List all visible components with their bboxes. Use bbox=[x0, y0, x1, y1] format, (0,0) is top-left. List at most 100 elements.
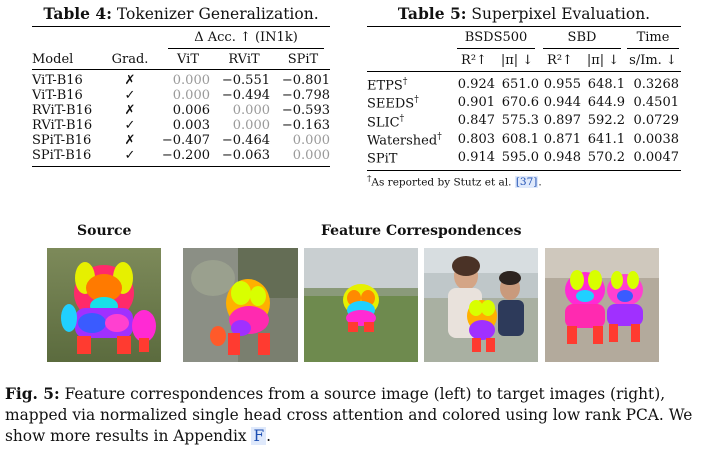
table-4-cell-vit: 0.000 bbox=[172, 73, 210, 88]
table-4-cell-vit: −0.200 bbox=[161, 148, 210, 163]
table-5-cell-value: 0.897 bbox=[543, 113, 581, 129]
table-5-cell-value: 651.0 bbox=[501, 76, 539, 92]
table-5-cell-value: 0.914 bbox=[457, 149, 495, 165]
table-4-cell-rvit: 0.000 bbox=[232, 118, 270, 133]
table-5-row: ETPS† 0.924 651.0 0.955 648.1 0.3268 bbox=[367, 75, 681, 94]
table-4-cell-model: ViT-B16 bbox=[32, 88, 83, 103]
table-4-row: SPiT-B16 ✗ −0.407 −0.464 0.000 bbox=[32, 133, 330, 148]
table-5-group-sbd: SBD bbox=[543, 30, 621, 49]
table-5-cell-value: 641.1 bbox=[587, 131, 625, 147]
table-5-cell-value: 0.4501 bbox=[633, 94, 680, 110]
figure-source-label: Source bbox=[77, 223, 132, 239]
table-5-cell-value: 592.2 bbox=[587, 113, 625, 129]
table-5-sub-r2-sbd: R²↑ bbox=[547, 52, 573, 68]
table-4-col-vit: ViT bbox=[177, 51, 199, 67]
table-4-col-spit: SPiT bbox=[287, 51, 319, 67]
table-5-header: BSDS500 SBD Time R²↑ |π| ↓ R²↑ |π| ↓ s/I… bbox=[367, 27, 681, 71]
table-5-sub-r2-bsds: R²↑ bbox=[461, 52, 487, 68]
table-5-cell-value: 0.955 bbox=[543, 76, 581, 92]
table-5-cell-value: 575.3 bbox=[501, 113, 539, 129]
table-4-cell-rvit: −0.063 bbox=[221, 148, 270, 163]
table-4-col-rvit: RViT bbox=[228, 51, 260, 67]
appendix-link[interactable]: F bbox=[251, 427, 267, 445]
table-4-cell-rvit: −0.494 bbox=[221, 88, 270, 103]
table-5-cell-value: 0.948 bbox=[543, 149, 581, 165]
table-4-cell-rvit: −0.464 bbox=[221, 133, 270, 148]
table-5-cell-value: 0.924 bbox=[457, 76, 495, 92]
table-4-row: SPiT-B16 ✓ −0.200 −0.063 0.000 bbox=[32, 148, 330, 163]
table-4-cell-grad: ✓ bbox=[124, 118, 136, 133]
target-image-4 bbox=[545, 248, 659, 362]
table-5-cell-value: 608.1 bbox=[501, 131, 539, 147]
table-5-caption-label: Table 5: bbox=[397, 4, 467, 23]
table-5-sub-time: s/Im. ↓ bbox=[629, 52, 677, 68]
target-image-2 bbox=[304, 248, 418, 362]
table-4-caption: Table 4: Tokenizer Generalization. bbox=[32, 4, 330, 23]
table-5-cell-value: 570.2 bbox=[587, 149, 625, 165]
table-4: Table 4: Tokenizer Generalization. Δ Acc… bbox=[32, 4, 330, 167]
source-image bbox=[47, 248, 161, 362]
table-5-group-bsds500: BSDS500 bbox=[457, 30, 535, 49]
figure-caption: Fig. 5: Feature correspondences from a s… bbox=[5, 385, 693, 445]
table-4-cell-model: RViT-B16 bbox=[32, 118, 93, 133]
figure-targets-label: Feature Correspondences bbox=[321, 223, 522, 239]
table-4-grid: Δ Acc. ↑ (IN1k) Model Grad. ViT RViT SPi… bbox=[32, 27, 330, 69]
table-4-cell-spit: −0.801 bbox=[281, 73, 330, 88]
table-4-cell-spit: −0.593 bbox=[281, 103, 330, 118]
table-4-cell-rvit: 0.000 bbox=[232, 103, 270, 118]
figure-caption-label: Fig. 5: bbox=[5, 385, 60, 403]
table-4-caption-label: Table 4: bbox=[43, 4, 112, 23]
table-5-cell-value: 0.944 bbox=[543, 94, 581, 110]
table-5-cell-value: 0.3268 bbox=[633, 76, 680, 92]
table-5-cell-value: 648.1 bbox=[587, 76, 625, 92]
table-4-col-grad: Grad. bbox=[111, 51, 149, 67]
table-4-row: RViT-B16 ✗ 0.006 0.000 −0.593 bbox=[32, 103, 330, 118]
table-4-row: ViT-B16 ✗ 0.000 −0.551 −0.801 bbox=[32, 73, 330, 88]
table-5-cell-value: 0.0038 bbox=[633, 131, 680, 147]
table-5-row: SEEDS† 0.901 670.6 0.944 644.9 0.4501 bbox=[367, 93, 681, 112]
table-4-cell-spit: −0.798 bbox=[281, 88, 330, 103]
table-5-cell-method: SPiT bbox=[367, 151, 398, 167]
table-5-cell-value: 0.803 bbox=[457, 131, 495, 147]
table-4-cell-grad: ✓ bbox=[124, 88, 136, 103]
table-5-cell-value: 595.0 bbox=[501, 149, 539, 165]
table-4-cell-vit: 0.000 bbox=[172, 88, 210, 103]
table-4-col-model: Model bbox=[32, 51, 74, 67]
table-5-cell-method: Watershed† bbox=[367, 131, 442, 149]
table-4-row: ViT-B16 ✓ 0.000 −0.494 −0.798 bbox=[32, 88, 330, 103]
table-4-cell-rvit: −0.551 bbox=[221, 73, 270, 88]
table-5-row: SLIC† 0.847 575.3 0.897 592.2 0.0729 bbox=[367, 112, 681, 130]
table-4-cell-grad: ✓ bbox=[124, 148, 136, 163]
table-4-cell-spit: 0.000 bbox=[292, 148, 330, 163]
table-4-group-header: Δ Acc. ↑ (IN1k) bbox=[168, 30, 324, 49]
table-5-caption-text: Superpixel Evaluation. bbox=[471, 5, 651, 23]
table-5-cell-value: 0.0729 bbox=[633, 113, 680, 129]
citation-link[interactable]: [37] bbox=[514, 176, 539, 189]
figure-caption-text: Feature correspondences from a source im… bbox=[5, 385, 693, 445]
table-5-cell-value: 670.6 bbox=[501, 94, 539, 110]
table-4-cell-grad: ✗ bbox=[124, 73, 136, 88]
table-5-cell-value: 0.847 bbox=[457, 113, 495, 129]
table-4-row: RViT-B16 ✓ 0.003 0.000 −0.163 bbox=[32, 118, 330, 133]
table-5-caption: Table 5: Superpixel Evaluation. bbox=[367, 4, 681, 23]
table-5-cell-method: SLIC† bbox=[367, 113, 405, 130]
table-4-cell-grad: ✗ bbox=[124, 133, 136, 148]
table-4-body: ViT-B16 ✗ 0.000 −0.551 −0.801 ViT-B16 ✓ 0.000 −0… bbox=[32, 73, 330, 163]
table-4-caption-text: Tokenizer Generalization. bbox=[116, 5, 319, 23]
table-5-row: SPiT 0.914 595.0 0.948 570.2 0.0047 bbox=[367, 148, 681, 167]
table-4-cell-spit: −0.163 bbox=[281, 118, 330, 133]
table-4-cell-vit: 0.003 bbox=[172, 118, 210, 133]
table-5-sub-pi-sbd: |π| ↓ bbox=[586, 52, 620, 68]
table-4-cell-model: ViT-B16 bbox=[32, 73, 83, 88]
table-4-cell-vit: −0.407 bbox=[161, 133, 210, 148]
table-4-cell-model: RViT-B16 bbox=[32, 103, 93, 118]
table-5-group-time: Time bbox=[627, 30, 679, 49]
table-5-footnote: †As reported by Stutz et al. [37]. bbox=[367, 173, 542, 189]
table-5-cell-value: 0.871 bbox=[543, 131, 581, 147]
table-4-cell-spit: 0.000 bbox=[292, 133, 330, 148]
table-4-cell-model: SPiT-B16 bbox=[32, 133, 92, 148]
table-5-cell-method: ETPS† bbox=[367, 77, 408, 94]
table-5-sub-pi-bsds: |π| ↓ bbox=[500, 52, 534, 68]
table-5-row: Watershed† 0.803 608.1 0.871 641.1 0.0038 bbox=[367, 130, 681, 149]
table-5: Table 5: Superpixel Evaluation. BSDS500 … bbox=[367, 4, 681, 189]
